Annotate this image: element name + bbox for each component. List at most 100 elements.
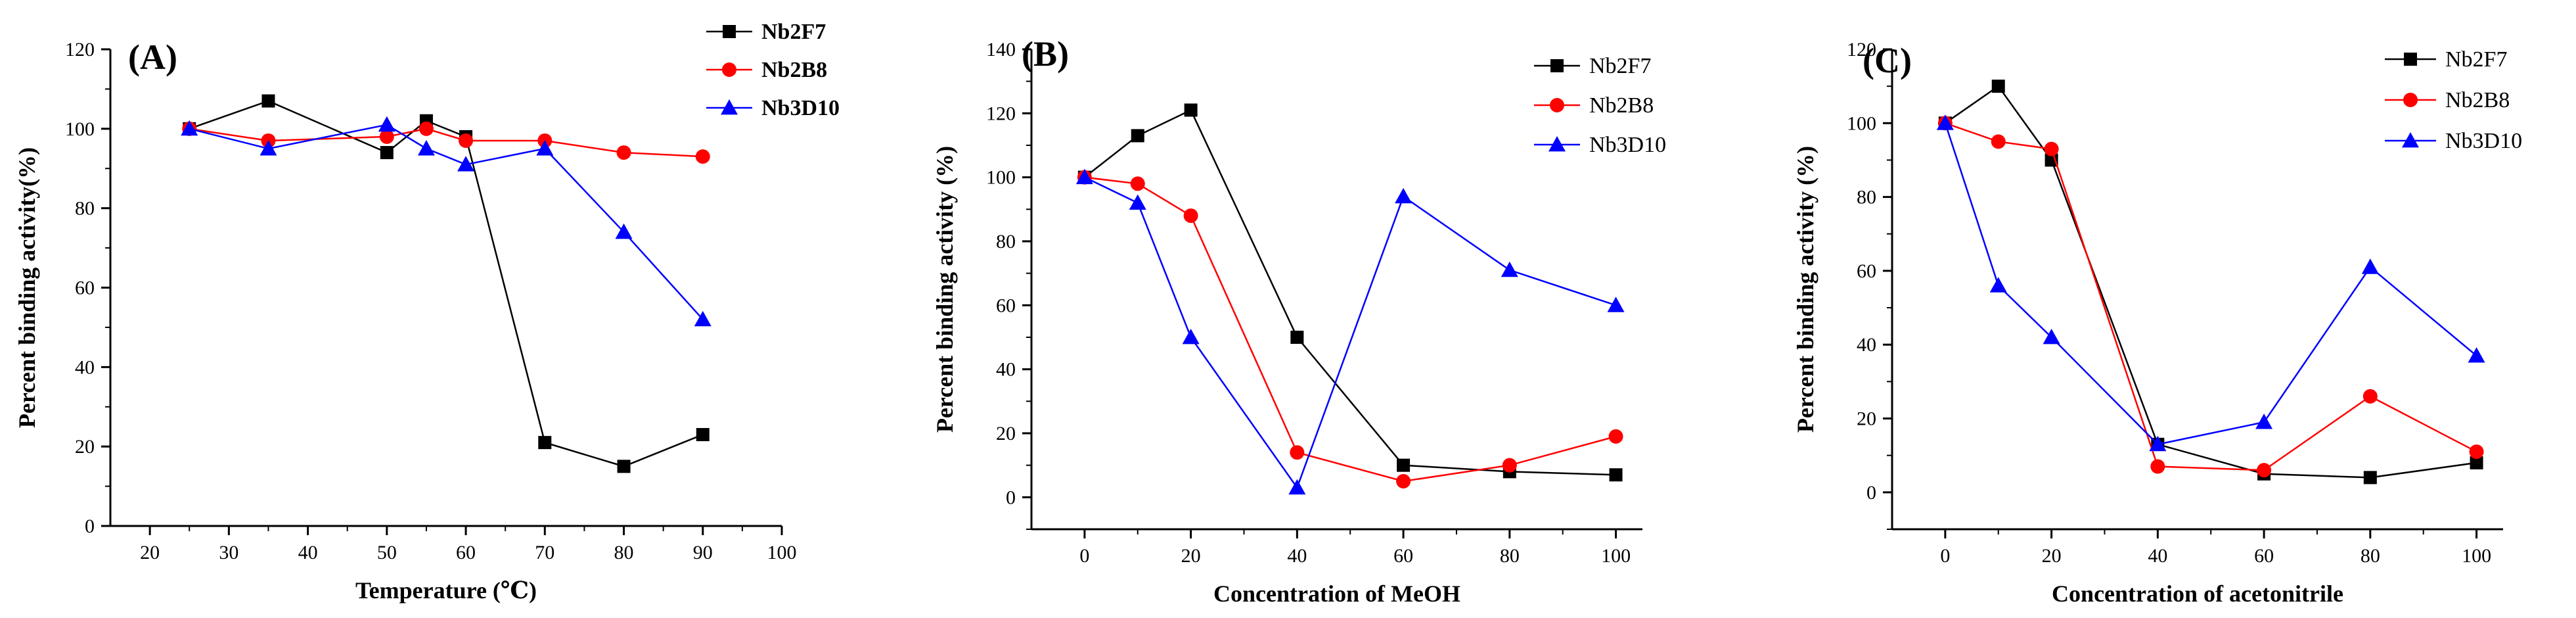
panel-label: (A) bbox=[128, 37, 177, 77]
data-point-Nb2B8 bbox=[616, 145, 631, 160]
legend: Nb2F7 Nb2B8 Nb3D10 bbox=[1534, 54, 1666, 157]
x-tick-label: 90 bbox=[693, 542, 713, 563]
legend-label-Nb3D10: Nb3D10 bbox=[761, 96, 840, 120]
data-point-Nb3D10 bbox=[181, 120, 198, 136]
data-point-Nb2B8 bbox=[418, 121, 434, 136]
y-tick-label: 40 bbox=[1857, 334, 1876, 356]
y-tick-label: 60 bbox=[1857, 260, 1876, 282]
series-line-Nb2B8 bbox=[1084, 176, 1616, 483]
y-tick-label: 100 bbox=[986, 167, 1016, 189]
series-line-Nb3D10 bbox=[1084, 176, 1616, 490]
y-tick-label: 60 bbox=[996, 295, 1016, 316]
series-line-Nb2F7 bbox=[189, 100, 704, 467]
y-tick-label: 80 bbox=[1857, 187, 1876, 208]
y-tick-label: 80 bbox=[996, 231, 1016, 252]
data-point-Nb3D10 bbox=[2361, 258, 2379, 274]
data-point-Nb2B8 bbox=[1130, 176, 1145, 191]
data-point-Nb3D10 bbox=[536, 140, 554, 156]
data-point-Nb3D10 bbox=[1395, 187, 1412, 204]
legend-marker-Nb2B8 bbox=[1550, 98, 1564, 112]
legend-marker-Nb3D10 bbox=[1548, 136, 1566, 152]
data-point-Nb2F7 bbox=[1397, 458, 1411, 472]
x-tick-label: 100 bbox=[767, 542, 797, 563]
x-tick-label: 20 bbox=[2042, 545, 2062, 567]
data-point-Nb2B8 bbox=[1396, 474, 1411, 488]
x-tick-label: 80 bbox=[1500, 545, 1520, 567]
data-point-Nb2B8 bbox=[2257, 463, 2272, 478]
data-point-Nb2B8 bbox=[1608, 429, 1623, 444]
legend-marker-Nb2B8 bbox=[722, 62, 736, 77]
legend-label-Nb3D10: Nb3D10 bbox=[2445, 129, 2522, 153]
data-point-Nb3D10 bbox=[2043, 329, 2060, 345]
y-tick-label: 20 bbox=[1857, 408, 1876, 430]
data-point-Nb2F7 bbox=[538, 436, 552, 450]
y-axis-title: Percent binding activity (%) bbox=[1792, 146, 1819, 433]
x-tick-label: 100 bbox=[1601, 545, 1631, 567]
data-point-Nb2B8 bbox=[1183, 208, 1198, 224]
data-point-Nb2F7 bbox=[261, 94, 275, 108]
data-point-Nb3D10 bbox=[1075, 168, 1093, 185]
data-point-Nb2B8 bbox=[2044, 141, 2059, 156]
legend-label-Nb2B8: Nb2B8 bbox=[761, 58, 827, 82]
data-point-Nb2F7 bbox=[2363, 471, 2377, 485]
legend-label-Nb3D10: Nb3D10 bbox=[1589, 133, 1666, 157]
x-tick-label: 100 bbox=[2462, 545, 2491, 567]
data-point-Nb2F7 bbox=[1991, 80, 2005, 93]
x-tick-label: 60 bbox=[1393, 545, 1413, 567]
data-point-Nb2B8 bbox=[379, 129, 394, 144]
legend-marker-Nb3D10 bbox=[721, 99, 738, 115]
series-line-Nb2B8 bbox=[1945, 122, 2477, 471]
data-point-Nb3D10 bbox=[260, 140, 277, 156]
x-tick-label: 0 bbox=[1079, 545, 1089, 567]
x-axis-title: Concentration of MeOH bbox=[1213, 581, 1460, 607]
x-axis-title: Temperature (℃) bbox=[355, 577, 537, 604]
series-line-Nb2F7 bbox=[1084, 108, 1616, 476]
data-point-Nb2B8 bbox=[2362, 389, 2378, 404]
x-tick-label: 40 bbox=[2148, 545, 2167, 567]
data-point-Nb2F7 bbox=[1290, 331, 1304, 344]
legend-marker-Nb2F7 bbox=[2404, 53, 2417, 66]
y-tick-label: 0 bbox=[85, 515, 95, 537]
data-point-Nb2B8 bbox=[2469, 444, 2484, 460]
legend-label-Nb2F7: Nb2F7 bbox=[1589, 54, 1651, 78]
data-point-Nb3D10 bbox=[2149, 435, 2167, 452]
y-tick-label: 60 bbox=[75, 277, 95, 299]
data-point-Nb3D10 bbox=[694, 310, 712, 327]
data-point-Nb2B8 bbox=[695, 149, 710, 164]
y-tick-label: 120 bbox=[986, 103, 1016, 124]
legend-marker-Nb2F7 bbox=[1550, 59, 1564, 72]
data-point-Nb3D10 bbox=[1129, 194, 1146, 210]
legend: Nb2F7 Nb2B8 Nb3D10 bbox=[2385, 47, 2522, 153]
y-tick-label: 100 bbox=[65, 118, 95, 140]
x-tick-label: 50 bbox=[377, 542, 397, 563]
data-point-Nb2F7 bbox=[380, 146, 394, 160]
legend-label-Nb2F7: Nb2F7 bbox=[761, 20, 826, 44]
data-point-Nb3D10 bbox=[2255, 414, 2273, 429]
chart-panel-1: 20 30 40 50 60 70 80 90 100 0 20 40 60 80 100 120 Temper… bbox=[14, 20, 840, 604]
data-point-Nb3D10 bbox=[1936, 114, 1954, 130]
data-point-Nb3D10 bbox=[615, 223, 633, 239]
data-point-Nb2F7 bbox=[1131, 129, 1144, 143]
x-tick-label: 70 bbox=[535, 542, 554, 563]
legend: Nb2F7 Nb2B8 Nb3D10 bbox=[706, 20, 840, 120]
series-line-Nb3D10 bbox=[189, 124, 704, 320]
series-line-Nb3D10 bbox=[1944, 122, 2477, 446]
x-tick-label: 60 bbox=[456, 542, 476, 563]
x-tick-label: 40 bbox=[298, 542, 318, 563]
y-tick-label: 0 bbox=[1866, 482, 1876, 504]
data-point-Nb3D10 bbox=[417, 140, 435, 156]
data-point-Nb2F7 bbox=[2470, 456, 2483, 469]
data-point-Nb2B8 bbox=[1290, 445, 1305, 460]
x-tick-label: 30 bbox=[219, 542, 238, 563]
data-point-Nb3D10 bbox=[1989, 277, 2007, 293]
y-axis-title: Percent binding activity (%) bbox=[932, 146, 958, 433]
data-point-Nb3D10 bbox=[2468, 347, 2485, 363]
data-point-Nb3D10 bbox=[457, 156, 475, 172]
y-tick-label: 140 bbox=[986, 39, 1016, 60]
y-tick-label: 40 bbox=[996, 359, 1016, 381]
data-point-Nb2B8 bbox=[1991, 134, 2006, 149]
y-tick-label: 40 bbox=[75, 356, 95, 378]
y-tick-label: 80 bbox=[75, 198, 95, 220]
panel-label: (C) bbox=[1863, 41, 1912, 80]
